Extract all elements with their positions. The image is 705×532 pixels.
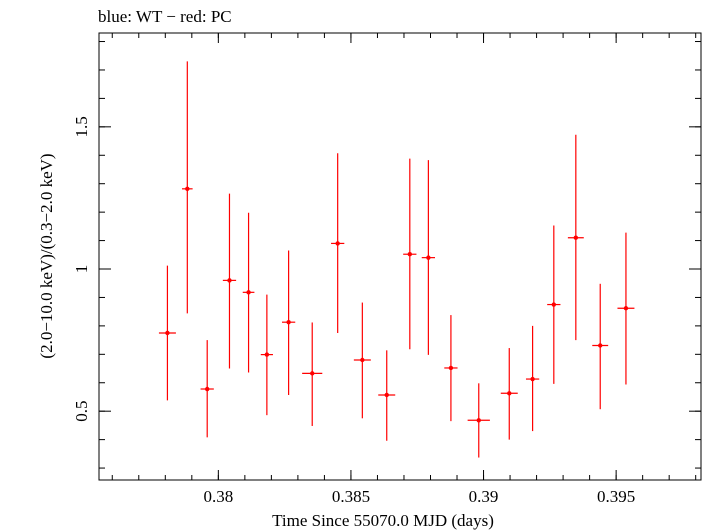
data-marker	[573, 235, 579, 240]
data-point	[592, 283, 609, 410]
data-marker	[286, 319, 291, 325]
data-marker	[476, 418, 481, 423]
data-point	[158, 265, 176, 401]
y-axis-label: (2.0−10.0 keV)/(0.3−2.0 keV)	[37, 153, 56, 358]
data-marker	[407, 252, 413, 257]
data-point	[182, 61, 193, 314]
x-tick-label: 0.39	[469, 487, 499, 506]
x-tick-label: 0.395	[597, 487, 635, 506]
data-marker	[246, 290, 251, 295]
data-marker	[448, 365, 454, 371]
data-point	[567, 134, 584, 341]
data-series	[158, 61, 635, 458]
data-point	[281, 250, 296, 395]
x-axis: 0.38 0.385 0.39 0.395	[203, 33, 635, 506]
data-point	[547, 225, 561, 384]
data-marker	[623, 306, 629, 311]
data-marker	[185, 186, 190, 192]
data-point	[525, 325, 540, 432]
data-point	[403, 158, 417, 350]
data-point	[302, 322, 323, 426]
data-point	[222, 193, 237, 369]
data-point	[242, 212, 255, 373]
data-point	[444, 315, 458, 422]
y-tick-label: 1	[72, 265, 91, 274]
minor-ticks	[99, 33, 701, 480]
y-tick-label: 0.5	[72, 401, 91, 422]
data-point	[617, 232, 635, 385]
x-tick-label: 0.38	[203, 487, 233, 506]
y-tick-label: 1.5	[72, 116, 91, 137]
data-marker	[165, 330, 170, 336]
plot-frame	[98, 32, 702, 481]
data-marker	[551, 302, 557, 307]
data-point	[467, 383, 490, 458]
data-point	[421, 160, 436, 355]
data-point	[200, 340, 214, 438]
data-marker	[598, 343, 603, 348]
data-point	[378, 350, 396, 441]
data-point	[500, 348, 518, 440]
data-point	[260, 294, 273, 416]
data-marker	[384, 392, 389, 398]
data-marker	[310, 371, 315, 376]
data-marker	[360, 357, 365, 363]
y-axis: 0.5 1 1.5	[72, 116, 701, 422]
data-point	[331, 153, 345, 333]
chart-title: blue: WT − red: PC	[98, 7, 232, 26]
x-tick-label: 0.385	[332, 487, 370, 506]
data-marker	[227, 278, 232, 283]
data-marker	[205, 386, 210, 392]
data-marker	[264, 352, 270, 357]
x-axis-label: Time Since 55070.0 MJD (days)	[272, 511, 494, 530]
data-marker	[426, 255, 431, 260]
data-marker	[335, 241, 340, 246]
data-marker	[530, 376, 535, 382]
data-marker	[507, 391, 512, 396]
data-point	[353, 302, 371, 419]
